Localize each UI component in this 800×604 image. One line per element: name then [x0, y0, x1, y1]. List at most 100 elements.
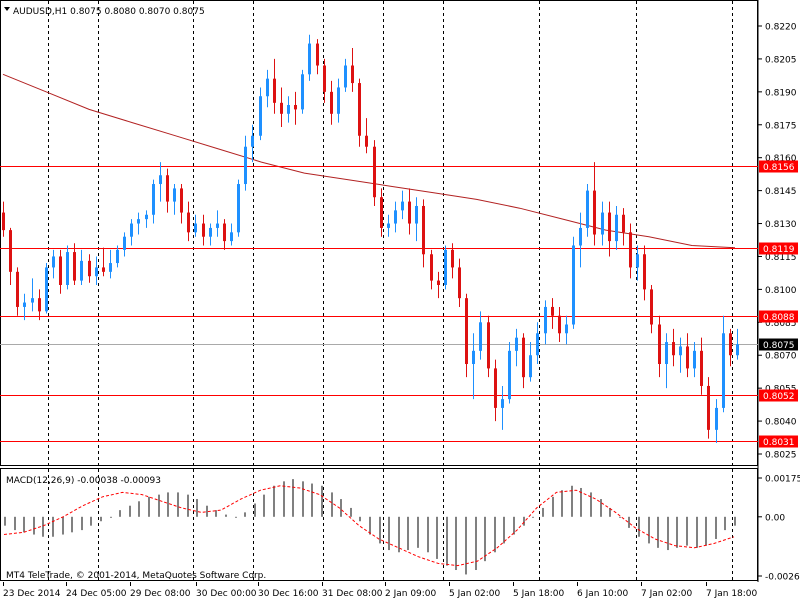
candle-body — [330, 91, 333, 114]
candle-body — [700, 350, 703, 386]
level-tag — [759, 160, 798, 173]
macd-histogram-bar — [379, 516, 381, 544]
candle-body — [137, 219, 140, 224]
y-tick-label: 0.8025 — [765, 451, 797, 461]
candle-body — [237, 184, 240, 233]
level-tag — [759, 242, 798, 255]
macd-histogram-bar — [167, 492, 169, 517]
level-tag — [759, 389, 798, 402]
candle-body — [123, 236, 126, 250]
candle-body — [686, 346, 689, 369]
macd-histogram-bar — [455, 516, 457, 571]
candle-body — [479, 322, 482, 351]
macd-histogram-bar — [350, 507, 352, 517]
candle-body — [422, 205, 425, 255]
candle-body — [401, 201, 404, 211]
candle-body — [608, 212, 611, 242]
macd-histogram-bar — [110, 516, 112, 518]
macd-histogram-bar — [503, 516, 505, 544]
macd-histogram-bar — [705, 516, 707, 546]
macd-histogram-bar — [427, 516, 429, 553]
level-tag-label: 0.8031 — [763, 438, 795, 448]
candle-body — [180, 188, 183, 213]
macd-title: MACD(12,26,9) -0.00038 -0.00093 — [6, 476, 161, 486]
candle-body — [579, 227, 582, 246]
macd-histogram-bar — [52, 516, 54, 537]
x-tick-label: 31 Dec 08:00 — [322, 589, 383, 599]
y-tick-label: 0.8220 — [765, 23, 797, 33]
macd-histogram-bar — [225, 514, 227, 517]
level-tag — [759, 435, 798, 448]
macd-histogram-bar — [734, 516, 736, 526]
macd-histogram-bar — [388, 516, 390, 551]
macd-histogram-bar — [542, 507, 544, 517]
macd-histogram-bar — [138, 501, 140, 517]
current-price-label: 0.8075 — [763, 341, 795, 351]
candle-body — [465, 298, 468, 365]
candle-body — [187, 212, 190, 233]
dropdown-triangle-icon[interactable] — [4, 7, 10, 11]
macd-histogram-bar — [484, 516, 486, 562]
macd-histogram-bar — [14, 516, 16, 531]
y-tick-label: 0.8190 — [765, 88, 797, 98]
candle-body — [194, 223, 197, 233]
candle-body — [244, 146, 247, 185]
candle-body — [316, 43, 319, 66]
candle-body — [173, 188, 176, 202]
candle-body — [472, 350, 475, 365]
candle-body — [430, 254, 433, 281]
candle-body — [2, 212, 5, 231]
candle-body — [202, 223, 205, 237]
macd-histogram-bar — [129, 505, 131, 517]
macd-histogram-bar — [494, 516, 496, 553]
candle-body — [536, 333, 539, 356]
candle-body — [551, 306, 554, 316]
macd-histogram-bar — [206, 505, 208, 517]
macd-histogram-bar — [523, 516, 525, 526]
candle-body — [707, 385, 710, 430]
macd-histogram-bar — [359, 516, 361, 522]
macd-histogram-bar — [580, 487, 582, 517]
level-tag-label: 0.8052 — [763, 392, 795, 402]
candle-body — [565, 324, 568, 334]
candle-body — [715, 407, 718, 430]
candle-body — [344, 65, 347, 88]
macd-histogram-bar — [148, 496, 150, 517]
y-tick-label: 0.8145 — [765, 187, 797, 197]
candle-body — [351, 65, 354, 84]
candle-body — [80, 260, 83, 281]
candle-body — [415, 205, 418, 224]
macd-histogram-bar — [215, 510, 217, 517]
macd-histogram-bar — [292, 479, 294, 517]
x-tick-label: 7 Jan 18:00 — [706, 589, 758, 599]
candle-body — [159, 175, 162, 185]
macd-histogram-bar — [71, 516, 73, 533]
macd-histogram-bar — [302, 481, 304, 517]
candle-body — [209, 227, 212, 237]
candle-body — [529, 355, 532, 378]
copyright-text: MT4 TeleTrade, © 2001-2014, MetaQuotes S… — [6, 571, 266, 581]
candle-body — [558, 315, 561, 334]
candle-body — [522, 337, 525, 378]
candle-body — [394, 210, 397, 224]
candle-body — [102, 267, 105, 272]
macd-histogram-bar — [715, 516, 717, 539]
candle-body — [501, 399, 504, 408]
y-tick-label: 0.8160 — [765, 154, 797, 164]
candle-body — [722, 333, 725, 408]
macd-histogram-bar — [158, 494, 160, 517]
candle-body — [615, 214, 618, 242]
macd-y-tick-label: -0.00267 — [765, 573, 800, 583]
macd-histogram-bar — [600, 499, 602, 517]
x-tick-label: 5 Jan 02:00 — [449, 589, 501, 599]
candle-body — [693, 350, 696, 369]
x-tick-label: 5 Jan 18:00 — [513, 589, 565, 599]
macd-histogram-bar — [331, 492, 333, 517]
candle-body — [572, 245, 575, 325]
candle-body — [266, 78, 269, 97]
x-tick-label: 7 Jan 02:00 — [641, 589, 693, 599]
candle-body — [508, 350, 511, 400]
candle-body — [95, 267, 98, 277]
